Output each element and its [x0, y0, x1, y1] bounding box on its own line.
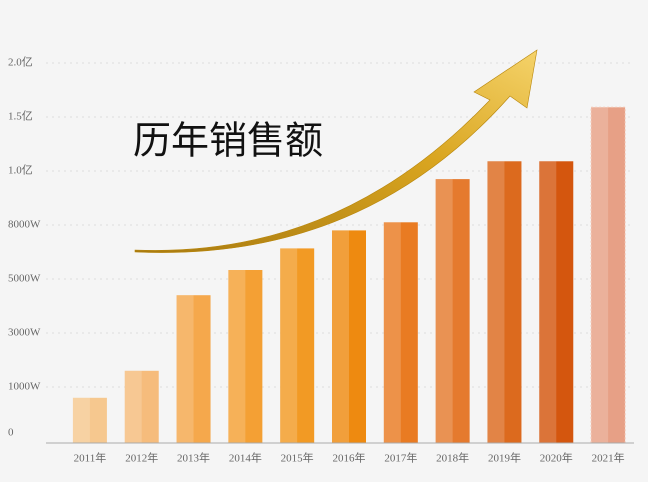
- y-tick-label: 2.0亿: [8, 56, 33, 69]
- y-tick-label: 5000W: [8, 273, 41, 285]
- bar: [383, 222, 418, 443]
- bar: [228, 270, 263, 443]
- bar-highlight: [539, 161, 557, 443]
- x-tick-label: 2018年: [436, 451, 469, 465]
- bar: [176, 295, 211, 443]
- bars: [72, 106, 626, 444]
- x-tick-label: 2012年: [125, 451, 158, 465]
- bar-highlight: [72, 397, 90, 443]
- x-tick-label: 2020年: [540, 451, 573, 465]
- x-tick-label: 2017年: [384, 451, 417, 465]
- y-tick-label: 8000W: [8, 219, 41, 231]
- bar: [72, 397, 107, 443]
- chart-annotation: 历年销售额: [133, 119, 323, 163]
- trend-arrow: [134, 49, 538, 253]
- y-tick-label: 1.5亿: [8, 110, 33, 123]
- bar: [280, 248, 315, 443]
- y-tick-label: 0: [8, 427, 14, 439]
- bar-highlight: [435, 179, 453, 443]
- x-tick-label: 2011年: [74, 451, 107, 465]
- x-tick-label: 2014年: [229, 451, 262, 465]
- bar-highlight: [176, 295, 194, 443]
- y-tick-label: 1.0亿: [8, 164, 33, 177]
- bar-highlight: [228, 270, 246, 443]
- x-tick-label: 2019年: [488, 451, 521, 465]
- x-tick-label: 2021年: [592, 451, 625, 465]
- bar: [124, 370, 159, 443]
- bar-highlight: [124, 370, 142, 443]
- bar: [487, 161, 522, 443]
- bar: [332, 230, 366, 443]
- x-tick-label: 2013年: [177, 451, 210, 465]
- bar-highlight: [332, 230, 349, 443]
- x-tick-label: 2016年: [333, 451, 366, 465]
- bar-highlight: [383, 222, 401, 443]
- y-tick-label: 3000W: [8, 327, 41, 339]
- bar: [539, 161, 574, 443]
- x-tick-label: 2015年: [281, 451, 314, 465]
- bar-highlight: [591, 107, 609, 443]
- bar-highlight: [280, 248, 298, 443]
- y-tick-label: 1000W: [8, 381, 41, 393]
- bar: [435, 179, 470, 443]
- bar: [590, 106, 626, 444]
- bar-highlight: [487, 161, 505, 443]
